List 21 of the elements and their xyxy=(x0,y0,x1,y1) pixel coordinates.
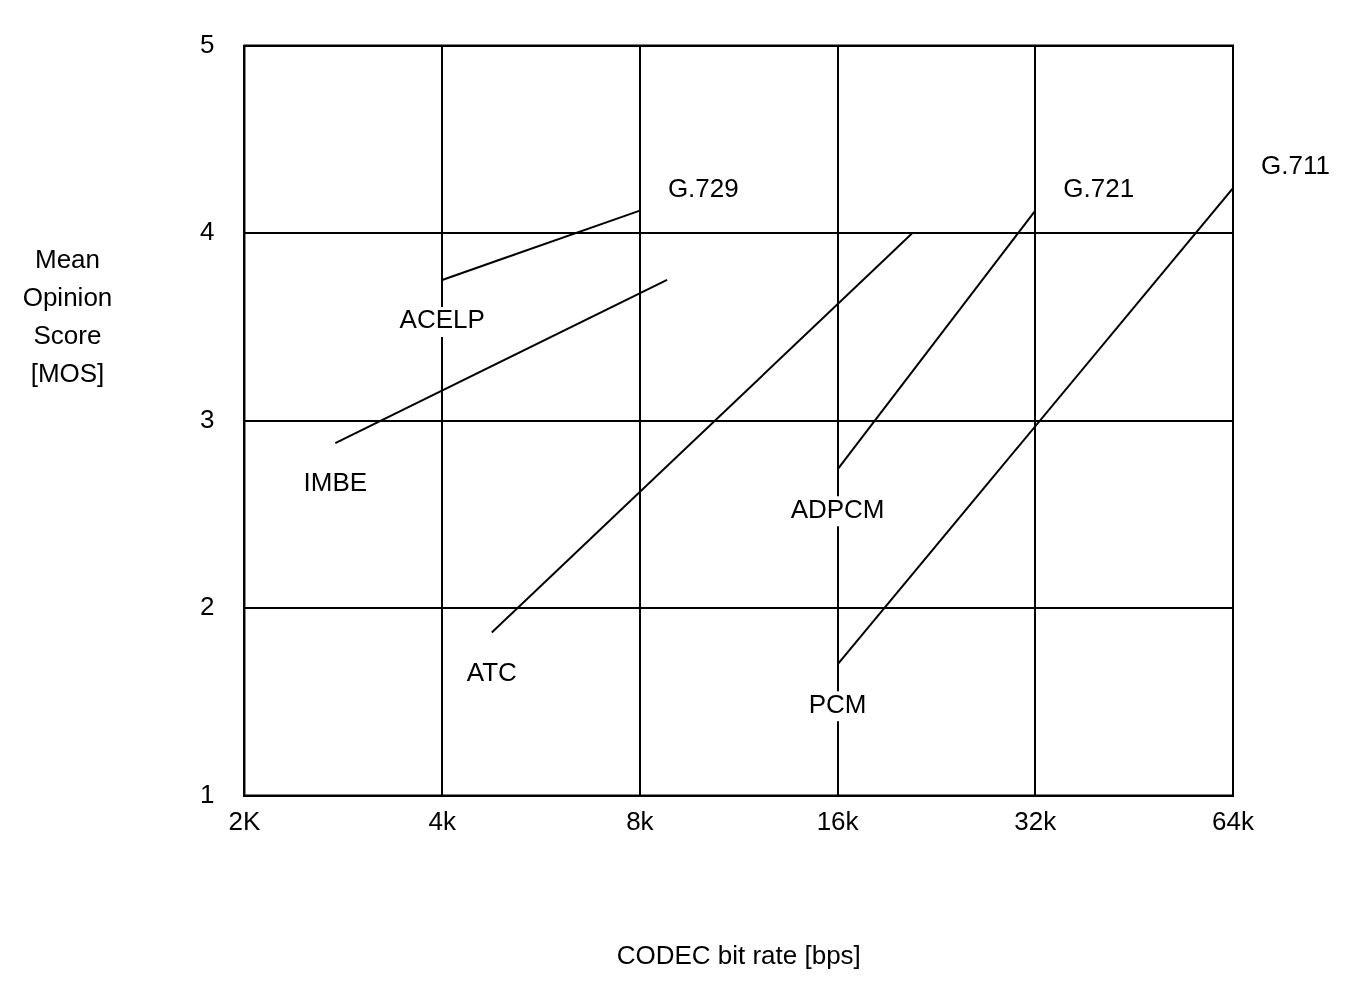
series-label: PCM xyxy=(808,688,867,719)
series-label: ADPCM xyxy=(790,493,885,524)
y-tick-label: 3 xyxy=(199,403,215,434)
x-tick-label: 4k xyxy=(428,806,457,837)
series-label: ATC xyxy=(466,656,517,687)
series-label: ACELP xyxy=(399,304,485,335)
x-tick-label: 2K xyxy=(228,806,262,837)
x-tick-label: 64k xyxy=(1212,806,1255,837)
y-tick-label: 1 xyxy=(199,778,215,809)
annotation: G.711 xyxy=(1261,150,1330,181)
y-tick-label: 2 xyxy=(199,591,215,622)
x-axis-title: CODEC bit rate [bps] xyxy=(616,939,861,970)
annotation: G.721 xyxy=(1063,172,1135,203)
y-tick-label: 5 xyxy=(199,28,215,59)
x-tick-label: 32k xyxy=(1014,806,1058,837)
y-axis-title: Mean Opinion Score [MOS] xyxy=(21,243,114,390)
annotation: G.729 xyxy=(667,172,739,203)
series-label: IMBE xyxy=(303,467,368,498)
x-tick-label: 16k xyxy=(816,806,860,837)
x-tick-label: 8k xyxy=(626,806,655,837)
y-tick-label: 4 xyxy=(199,216,215,247)
